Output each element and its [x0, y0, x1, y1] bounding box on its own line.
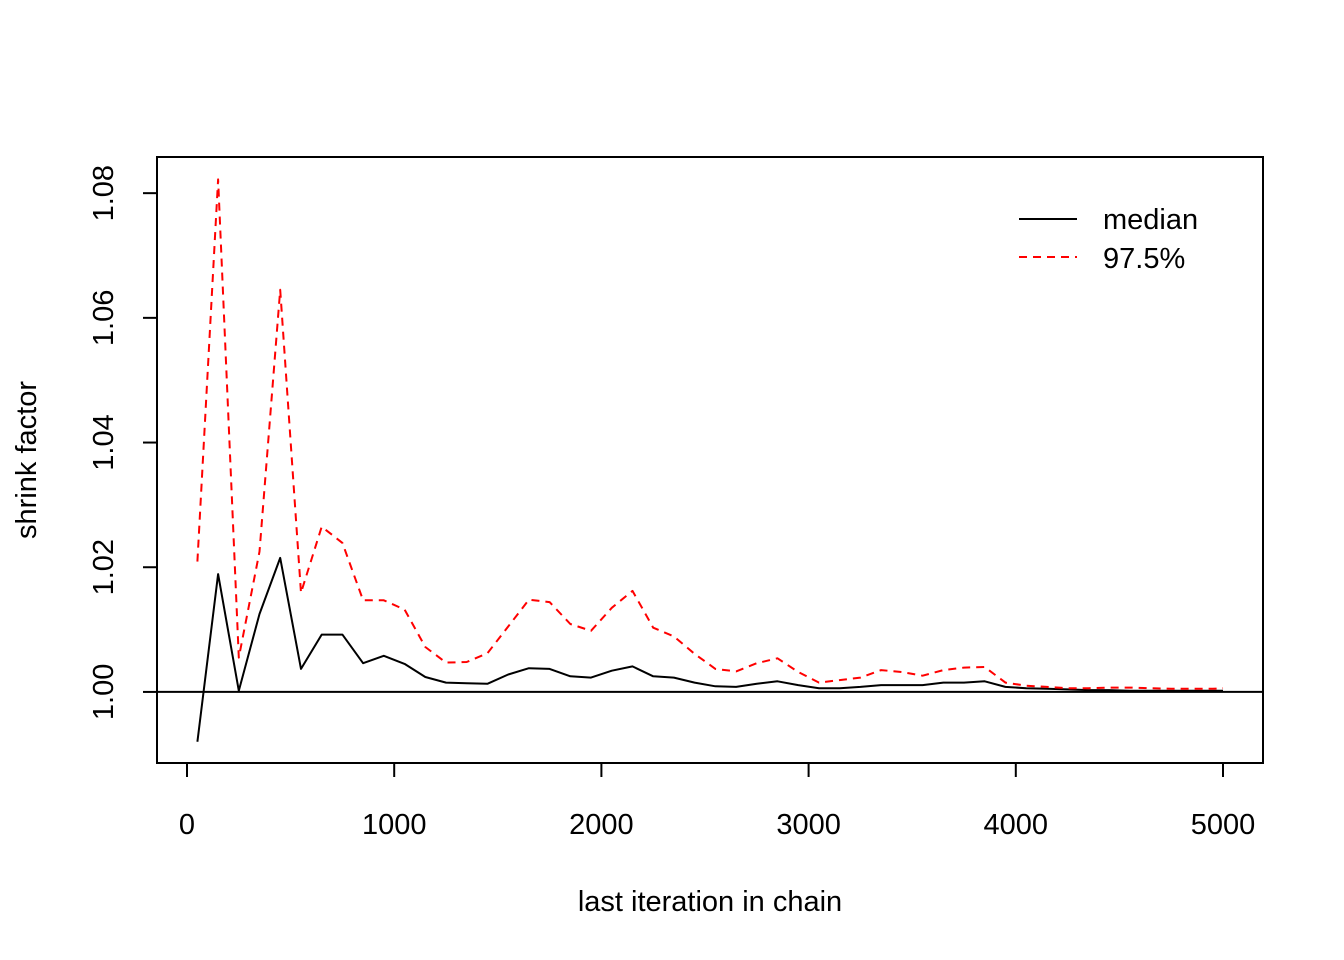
x-tick-label: 5000 [1191, 809, 1256, 841]
legend: median 97.5% [1019, 204, 1198, 275]
y-tick-label: 1.00 [88, 664, 120, 720]
series-line-97-5 [196, 178, 1224, 690]
x-axis-title: last iteration in chain [578, 886, 842, 918]
series-line-median [196, 556, 1223, 742]
series-layer [196, 178, 1224, 742]
y-tick-label: 1.06 [88, 290, 120, 346]
x-tick-label: 3000 [776, 809, 841, 841]
y-tick-label: 1.04 [88, 414, 120, 470]
y-axis: 1.00 1.02 1.04 1.06 1.08 [88, 165, 158, 720]
y-tick-label: 1.02 [88, 539, 120, 595]
x-tick-label: 2000 [569, 809, 634, 841]
plot-frame [156, 156, 1264, 764]
y-axis-title: shrink factor [11, 381, 43, 539]
legend-label-median: median [1103, 204, 1198, 236]
x-axis: 0 1000 2000 3000 4000 5000 [179, 762, 1256, 841]
legend-label-97-5: 97.5% [1103, 243, 1185, 275]
x-tick-label: 1000 [362, 809, 427, 841]
y-tick-label: 1.08 [88, 165, 120, 221]
x-tick-label: 0 [179, 809, 195, 841]
x-tick-label: 4000 [984, 809, 1049, 841]
